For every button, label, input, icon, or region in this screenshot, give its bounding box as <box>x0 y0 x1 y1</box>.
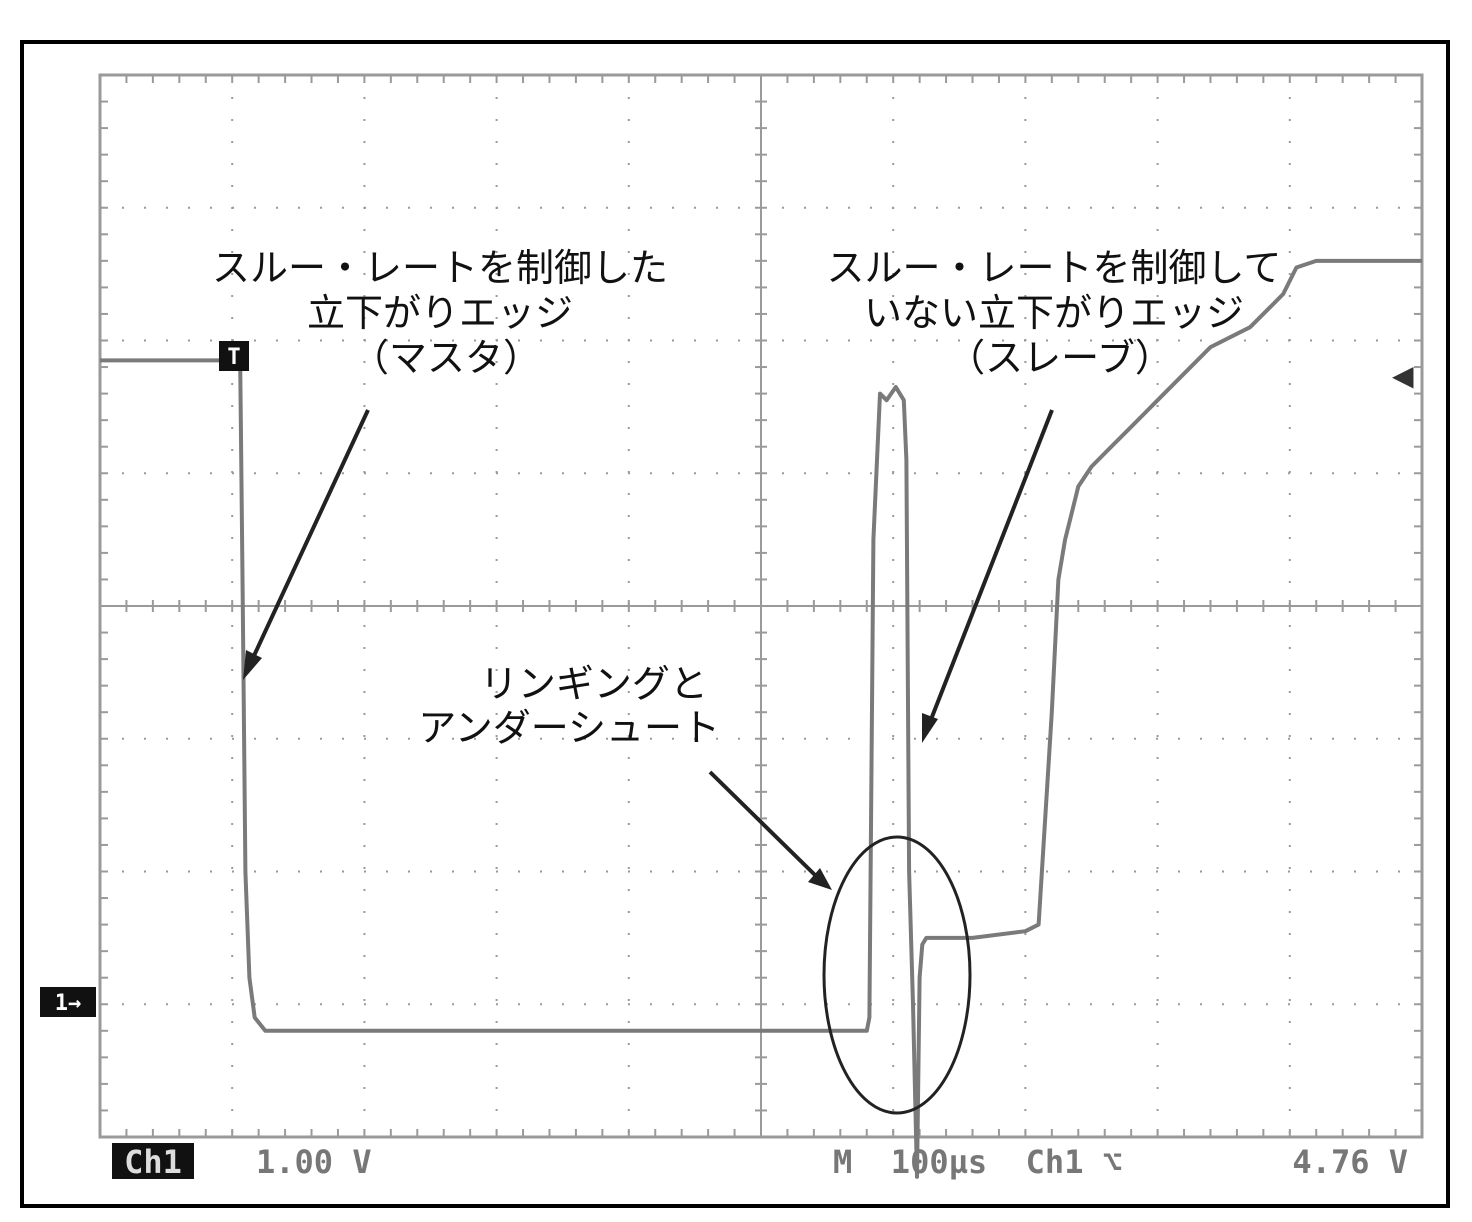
annotation-ringing-line-2: アンダーシュート <box>418 706 720 750</box>
ground-marker: 1→ <box>40 987 96 1017</box>
outer-frame <box>20 40 1450 1208</box>
annotation-master: スルー・レートを制御した 立下がりエッジ （マスタ） <box>212 246 680 380</box>
graticule <box>98 73 1424 1139</box>
annotation-slave-line-2: いない立下がりエッジ <box>864 291 1244 335</box>
annotation-slave-line-1: スルー・レートを制御して <box>827 246 1282 290</box>
annotation-master-line-3: （マスタ） <box>351 336 541 380</box>
signal-trace <box>100 258 1422 1179</box>
annotation-slave-line-3: （スレーブ） <box>947 336 1173 380</box>
ground-marker-label: 1→ <box>55 991 82 1016</box>
annotation-slave: スルー・レートを制御して いない立下がりエッジ （スレーブ） <box>827 246 1294 380</box>
ringing-highlight-ellipse <box>822 835 972 1115</box>
annotation-ringing: リンギングと アンダーシュート <box>418 662 720 750</box>
status-bar: Ch1 1.00 V M 100µs Ch1 ⌥ 4.76 V <box>112 1143 1408 1181</box>
annotation-ringing-line-1: リンギングと <box>480 662 708 706</box>
status-timebase: M 100µs Ch1 ⌥ <box>833 1143 1122 1181</box>
status-volts-per-div: 1.00 V <box>256 1143 372 1181</box>
annotation-master-line-2: 立下がりエッジ <box>307 291 573 335</box>
arrow-master <box>243 409 370 680</box>
arrow-slave <box>922 409 1054 743</box>
status-trigger-level: 4.76 V <box>1292 1143 1408 1181</box>
trigger-marker-label: T <box>227 345 240 370</box>
status-channel: Ch1 <box>124 1143 182 1181</box>
trigger-level-arrow: ◀ <box>1392 359 1414 392</box>
annotation-master-line-1: スルー・レートを制御した <box>212 246 668 290</box>
trigger-marker: T <box>219 341 249 371</box>
arrow-ringing <box>708 770 832 890</box>
